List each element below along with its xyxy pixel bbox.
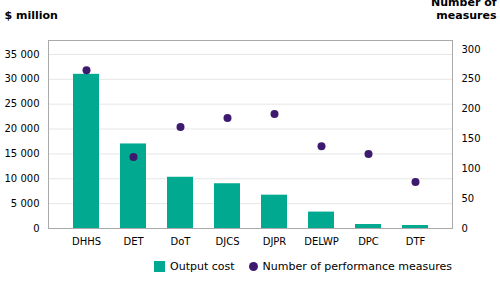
svg-text:DPC: DPC [358,236,379,247]
svg-text:250: 250 [462,73,481,84]
svg-text:DoT: DoT [171,236,192,247]
svg-text:50: 50 [462,193,475,204]
svg-text:10 000: 10 000 [5,173,40,184]
html-text:Number of performance measures: Number of performance measures [262,259,452,273]
svg-text:Number of: Number of [431,0,497,9]
svg-text:5 000: 5 000 [11,198,40,209]
svg-text:measures: measures [436,9,497,22]
svg-text:DTF: DTF [406,236,426,247]
svg-text:DET: DET [123,236,144,247]
svg-text:DJCS: DJCS [216,236,240,247]
svg-text:30 000: 30 000 [5,73,40,84]
svg-text:150: 150 [462,133,481,144]
svg-text:15 000: 15 000 [5,148,40,159]
svg-text:DHHS: DHHS [72,236,101,247]
svg-text:35 000: 35 000 [5,49,40,60]
svg-text:DELWP: DELWP [304,236,339,247]
svg-text:200: 200 [462,103,481,114]
svg-text:300: 300 [462,44,481,55]
html-text:Output cost: Output cost [170,259,235,273]
svg-text:$ million: $ million [5,9,58,22]
svg-text:0: 0 [33,223,39,234]
svg-text:DJPR: DJPR [263,236,287,247]
svg-text:100: 100 [462,163,481,174]
svg-text:0: 0 [462,223,468,234]
svg-text:20 000: 20 000 [5,123,40,134]
svg-text:25 000: 25 000 [5,98,40,109]
